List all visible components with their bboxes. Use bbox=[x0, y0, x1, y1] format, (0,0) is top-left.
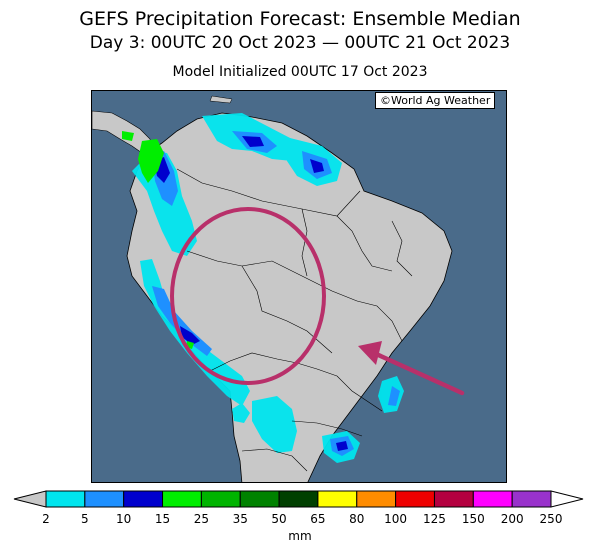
colorbar-tick-label: 15 bbox=[155, 512, 170, 526]
colorbar-bin-50 bbox=[278, 490, 319, 508]
south-america-land bbox=[126, 112, 453, 482]
colorbar-bin-80 bbox=[356, 490, 397, 508]
copyright-label: ©World Ag Weather bbox=[375, 92, 496, 109]
colorbar-tick-label: 65 bbox=[310, 512, 325, 526]
colorbar-bin-150 bbox=[472, 490, 513, 508]
colorbar-tick-label: 100 bbox=[384, 512, 407, 526]
precip-15mm bbox=[122, 131, 194, 349]
highlight-arrow-head bbox=[358, 341, 382, 365]
colorbar-under-arrow bbox=[13, 490, 47, 508]
caribbean-island bbox=[209, 95, 233, 104]
colorbar-bin-200 bbox=[511, 490, 552, 508]
map-title: GEFS Precipitation Forecast: Ensemble Me… bbox=[79, 8, 521, 30]
colorbar-bin-65 bbox=[317, 490, 358, 508]
colorbar-bin-25 bbox=[200, 490, 241, 508]
colorbar-tick-label: 50 bbox=[271, 512, 286, 526]
forecast-period: Day 3: 00UTC 20 Oct 2023 — 00UTC 21 Oct … bbox=[89, 33, 511, 53]
colorbar-bin-5 bbox=[84, 490, 125, 508]
colorbar-tick-label: 80 bbox=[349, 512, 364, 526]
precipitation-map bbox=[91, 90, 507, 483]
colorbar-tick-label: 10 bbox=[116, 512, 131, 526]
colorbar-tick-label: 250 bbox=[540, 512, 563, 526]
colorbar-bin-125 bbox=[433, 490, 474, 508]
colorbar-units: mm bbox=[288, 529, 312, 543]
colorbar-bin-15 bbox=[162, 490, 202, 508]
colorbar-bin-2 bbox=[45, 490, 86, 508]
colorbar-tick-label: 125 bbox=[423, 512, 446, 526]
model-init-time: Model Initialized 00UTC 17 Oct 2023 bbox=[172, 64, 428, 80]
colorbar-tick-label: 25 bbox=[194, 512, 209, 526]
colorbar-tick-label: 200 bbox=[501, 512, 524, 526]
highlight-arrow-shaft bbox=[371, 350, 465, 396]
colorbar-over-arrow bbox=[550, 490, 584, 508]
highlight-ellipse bbox=[170, 207, 326, 385]
colorbar-tick-label: 35 bbox=[233, 512, 248, 526]
colorbar-tick-label: 2 bbox=[42, 512, 50, 526]
country-borders bbox=[176, 168, 413, 472]
colorbar-bin-100 bbox=[395, 490, 435, 508]
colorbar-tick-label: 150 bbox=[462, 512, 485, 526]
colorbar-tick-label: 5 bbox=[81, 512, 89, 526]
colorbar: 2 5 10 15 25 35 50 65 80 100 125 150 200 250 bbox=[13, 490, 584, 526]
colorbar-bin-10 bbox=[123, 490, 164, 508]
colorbar-bin-35 bbox=[239, 490, 280, 508]
